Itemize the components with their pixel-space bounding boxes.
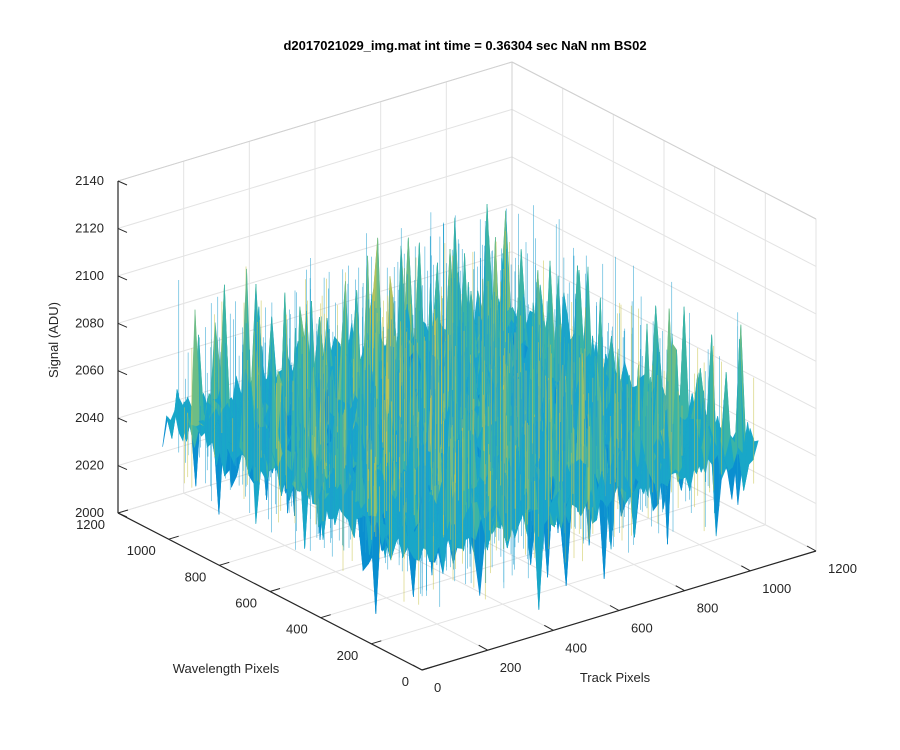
floor-grid-line bbox=[320, 498, 715, 619]
surface-cell bbox=[166, 413, 177, 439]
back-wall-grid-line bbox=[117, 203, 513, 324]
right-wall-grid-line bbox=[511, 108, 817, 267]
right-wall-grid-line bbox=[511, 203, 817, 362]
box-edge bbox=[117, 61, 513, 182]
box-edge bbox=[511, 61, 817, 220]
right-wall-grid-line bbox=[511, 251, 817, 410]
floor-grid-line bbox=[371, 524, 766, 645]
surface-mesh bbox=[162, 204, 759, 614]
right-wall-grid-line bbox=[511, 156, 817, 315]
back-wall-grid-line bbox=[117, 108, 513, 229]
back-wall-grid-line bbox=[117, 156, 513, 277]
